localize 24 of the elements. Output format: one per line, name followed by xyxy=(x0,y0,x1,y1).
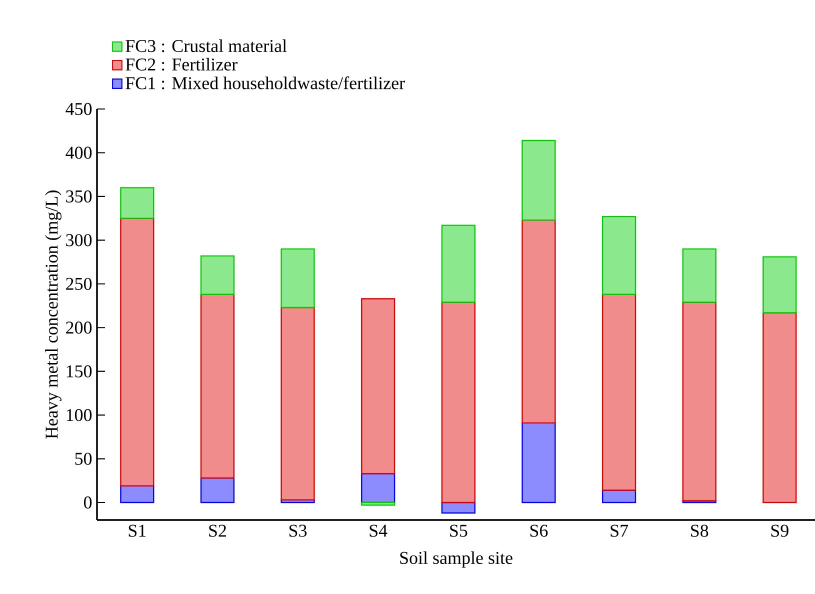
x-tick-label: S2 xyxy=(209,524,226,537)
x-tick-label: S5 xyxy=(450,524,468,537)
y-tick-label: 150 xyxy=(66,365,92,378)
x-tick-label: S9 xyxy=(771,524,788,537)
legend-label: FC1 : Mixed householdwaste/fertilizer xyxy=(126,76,405,90)
y-tick-label: 250 xyxy=(66,278,92,290)
x-tick-label: S7 xyxy=(610,524,628,537)
y-tick-label: 350 xyxy=(66,190,92,203)
y-tick-label: 400 xyxy=(66,146,92,159)
y-tick-label: 0 xyxy=(84,496,92,509)
y-axis-title: Heavy metal concentration (mg/L) xyxy=(45,190,62,439)
y-tick-label: 50 xyxy=(75,452,92,465)
x-tick-label: S1 xyxy=(128,524,146,537)
y-tick-label: 100 xyxy=(66,408,92,422)
x-tick-label: S8 xyxy=(691,524,708,537)
y-tick-label: 300 xyxy=(66,234,92,246)
x-axis-title: Soil sample site xyxy=(400,551,512,568)
y-tick-label: 450 xyxy=(66,102,92,116)
x-tick-label: S6 xyxy=(530,524,548,537)
x-tick-label: S3 xyxy=(289,524,307,537)
y-tick-label: 200 xyxy=(66,322,92,334)
legend-label: FC3 : Crustal material xyxy=(126,39,287,52)
x-tick-label: S4 xyxy=(370,524,388,537)
legend-label: FC2 : Fertilizer xyxy=(126,58,238,71)
